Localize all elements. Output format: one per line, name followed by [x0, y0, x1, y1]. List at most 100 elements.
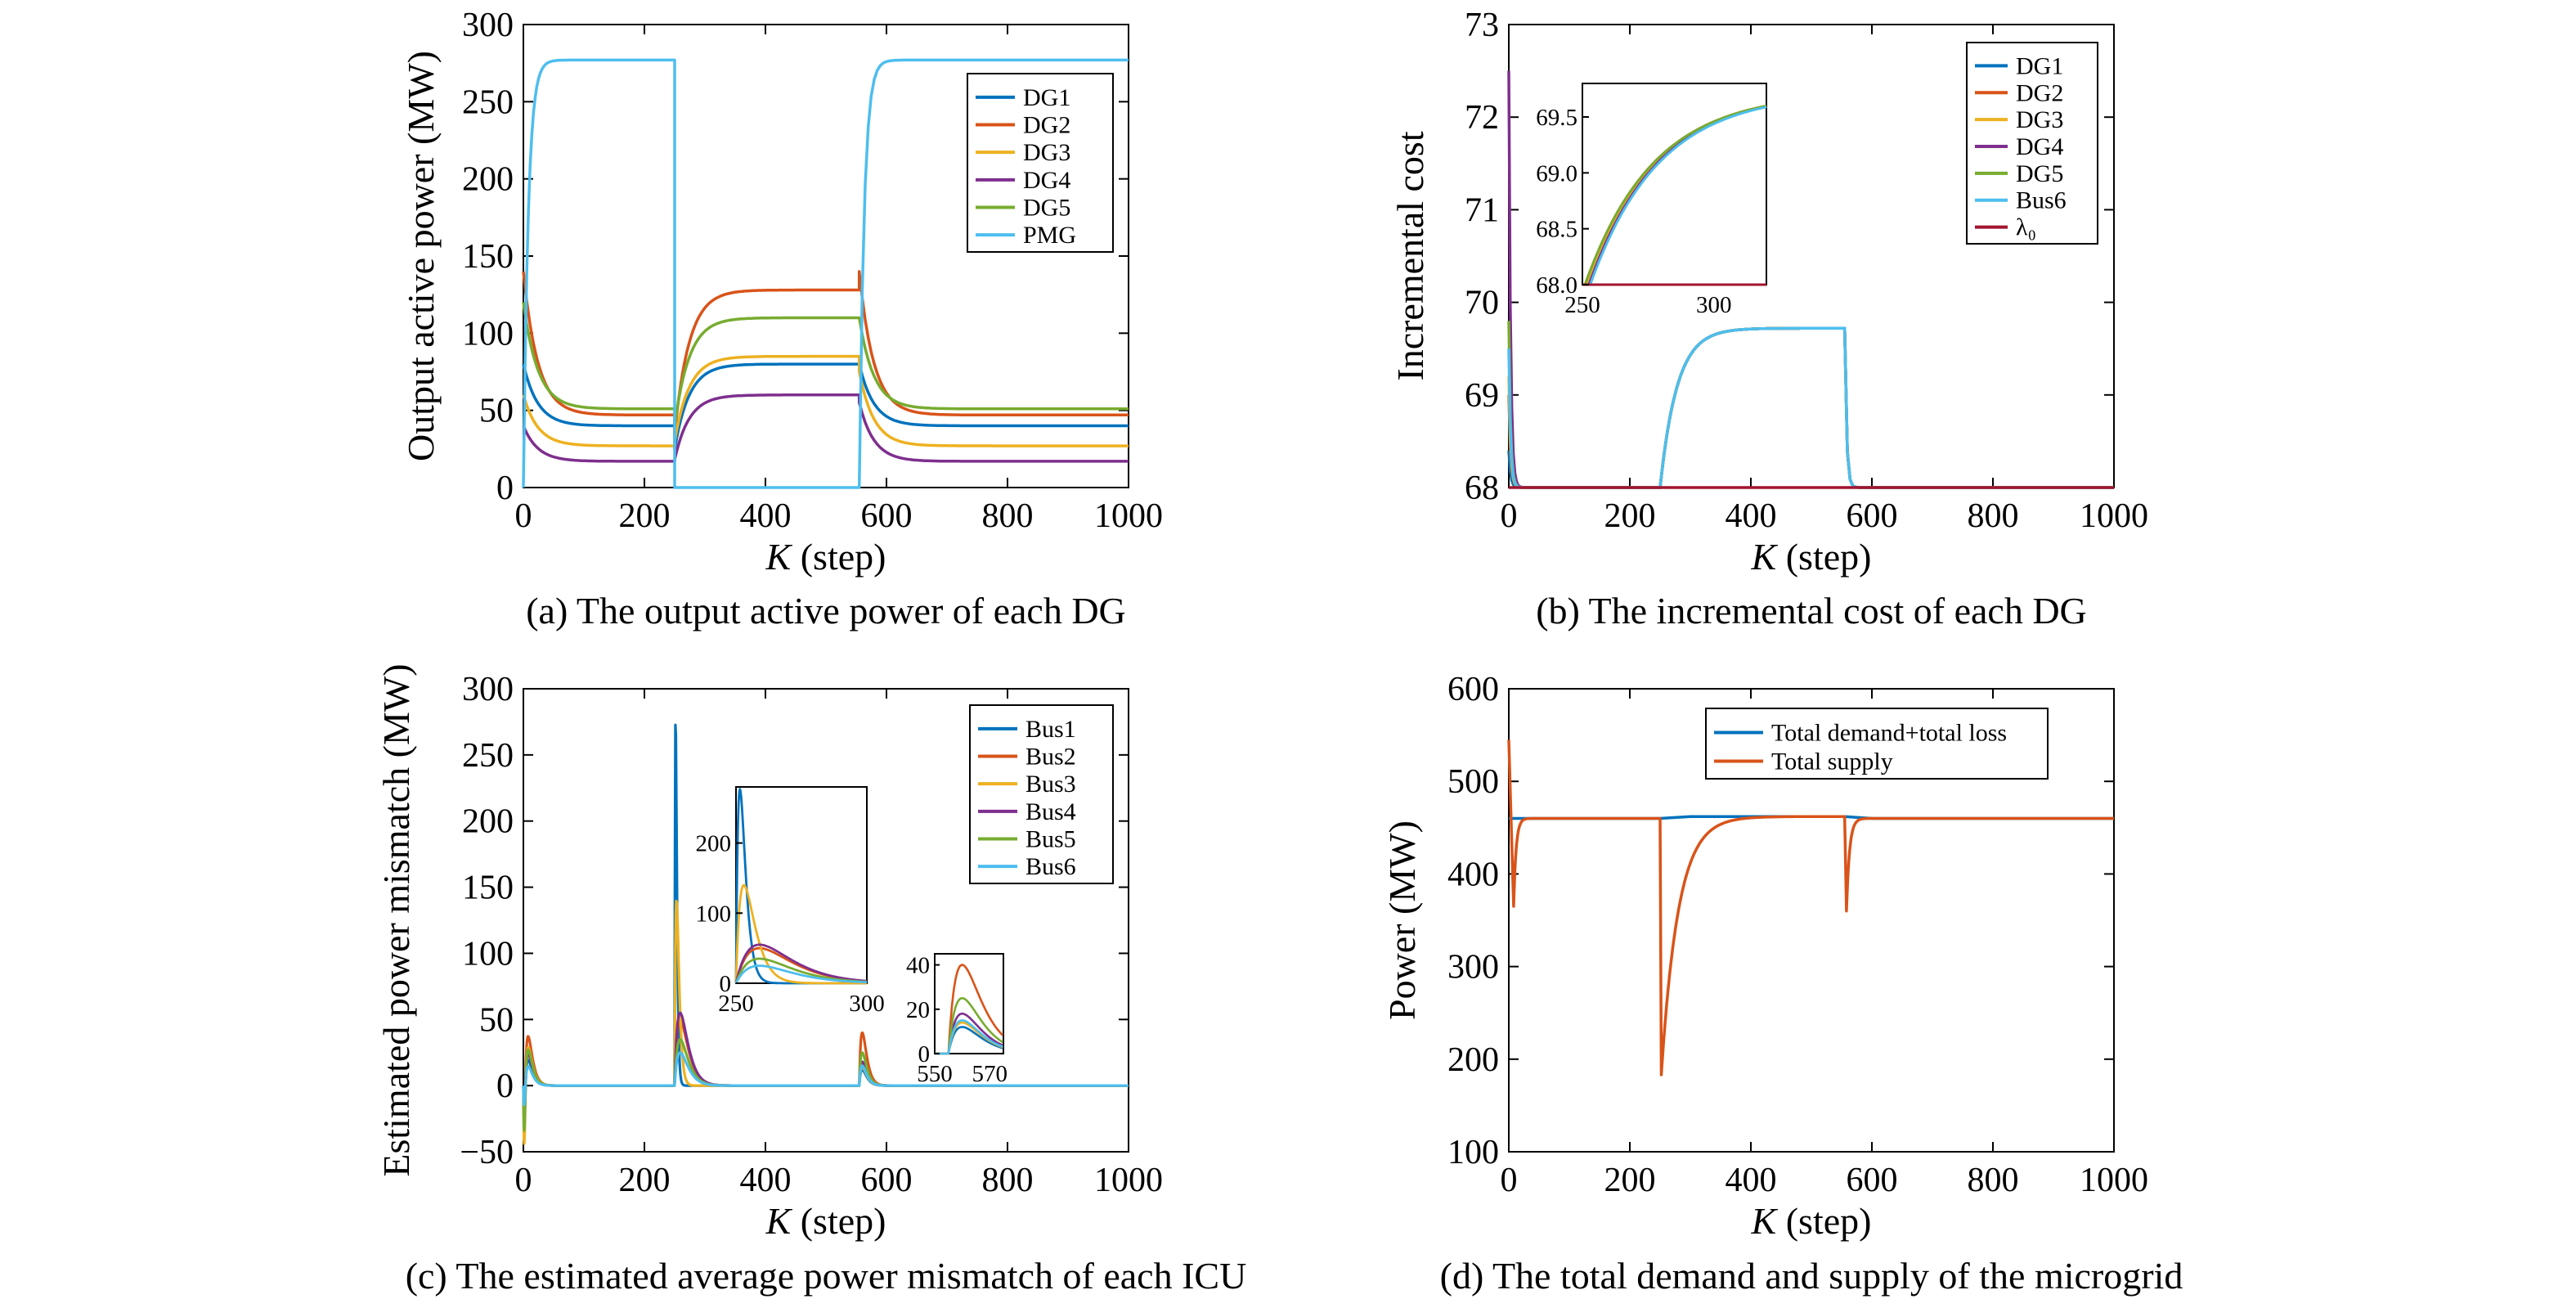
legend-label: Bus6: [1025, 853, 1076, 880]
y-tick-label: 200: [1447, 1041, 1499, 1079]
x-axis-label-var: K: [1751, 1200, 1779, 1242]
y-axis-label: Estimated power mismatch (MW): [375, 663, 417, 1176]
x-axis-label: K (step): [765, 1200, 886, 1242]
y-tick-label: 250: [462, 83, 514, 121]
x-tick-label: 1000: [1094, 497, 1163, 535]
x-axis-label: K (step): [1751, 536, 1872, 578]
y-tick-label: 200: [462, 161, 514, 199]
legend-label: DG2: [2016, 79, 2063, 106]
x-tick-label: 0: [1501, 497, 1518, 535]
legend-label: Bus1: [1025, 716, 1076, 743]
x-tick-label: 800: [982, 1162, 1034, 1199]
y-tick-label: 100: [1447, 1134, 1499, 1171]
x-tick-label: 600: [1847, 1162, 1898, 1199]
caption: (d) The total demand and supply of the m…: [1440, 1255, 2183, 1297]
x-axis-label-var: K: [765, 536, 793, 578]
x-tick-label: 800: [982, 497, 1034, 535]
x-axis-label: K (step): [765, 536, 886, 578]
legend-label: DG5: [1023, 195, 1070, 222]
caption: (c) The estimated average power mismatch…: [406, 1255, 1247, 1297]
axes-frame: [523, 688, 1129, 1153]
legend-label: DG3: [1023, 139, 1070, 166]
legend-label: DG4: [1023, 167, 1070, 194]
x-tick-label: 1000: [2080, 497, 2148, 535]
inset-x-tick: 300: [1696, 292, 1732, 318]
legend-label: DG1: [2016, 52, 2063, 79]
inset1-y-tick: 100: [696, 901, 732, 927]
x-tick-label: 800: [1968, 497, 2019, 535]
legend-box: [1966, 42, 2098, 245]
inset1-frame: [735, 786, 868, 984]
panel-a: 0 200 400 600 800 1000 0 50 100 150 200 250 300 K (st…: [400, 7, 1163, 632]
x-axis-label-unit: (step): [1776, 1200, 1871, 1242]
y-tick-label: 300: [1447, 949, 1499, 987]
y-tick-label: −50: [460, 1134, 514, 1171]
x-axis-label: K (step): [1751, 1200, 1872, 1242]
legend-label: DG4: [2016, 133, 2063, 160]
y-tick-label: 72: [1465, 99, 1499, 137]
legend-label: PMG: [1023, 222, 1076, 249]
legend-label: Total demand+total loss: [1771, 720, 2007, 747]
y-tick-label: 0: [496, 470, 514, 507]
panel-c: 0 200 400 600 800 1000−50050100150200250300K …: [375, 663, 1246, 1297]
x-tick-label: 0: [515, 1162, 532, 1199]
y-tick-label: 100: [462, 935, 514, 973]
inset2-y-tick: 40: [906, 953, 930, 979]
x-axis-label-unit: (step): [791, 1200, 886, 1242]
legend-box: [969, 704, 1114, 884]
y-tick-label: 500: [1447, 763, 1499, 801]
series-line: [1507, 326, 2114, 489]
y-tick-label: 250: [462, 737, 514, 775]
x-axis-label-unit: (step): [1776, 536, 1871, 578]
x-tick-label: 400: [740, 1162, 792, 1199]
series-dg4: [522, 393, 1129, 463]
x-tick-label: 200: [1604, 497, 1656, 535]
series-line: [1507, 321, 2114, 489]
legend-label: Bus4: [1025, 798, 1076, 825]
series-pmg: [522, 58, 1129, 489]
x-axis-label-var: K: [765, 1200, 793, 1242]
y-tick-label: 71: [1465, 191, 1499, 229]
x-tick-label: 200: [1604, 1162, 1656, 1199]
inset1-x-tick: 300: [849, 991, 885, 1017]
x-tick-label: 600: [861, 497, 913, 535]
x-tick-label: 600: [1847, 497, 1898, 535]
x-tick-label: 200: [619, 1162, 671, 1199]
x-tick-label: 400: [1726, 1162, 1777, 1199]
legend-label: DG3: [2016, 106, 2063, 133]
legend-label: λ₀: [2016, 214, 2036, 241]
inset2-x-tick: 570: [972, 1061, 1008, 1087]
legend-label: DG5: [2016, 160, 2063, 187]
y-axis-label: Incremental cost: [1389, 131, 1431, 380]
y-tick-label: 600: [1447, 671, 1499, 708]
inset2-series: [934, 1019, 1003, 1055]
series-line: [1507, 326, 2114, 489]
x-tick-label: 200: [619, 497, 671, 535]
inset2-x-tick: 550: [917, 1061, 953, 1087]
x-axis-label-var: K: [1751, 536, 1779, 578]
y-tick-label: 300: [462, 7, 514, 44]
y-tick-label: 150: [462, 238, 514, 276]
y-axis-label: Output active power (MW): [400, 51, 442, 461]
inset-y-tick: 68.5: [1536, 217, 1577, 243]
inset-y-tick: 69.5: [1536, 105, 1577, 131]
y-tick-label: 150: [462, 870, 514, 907]
inset1-x-tick: 250: [718, 991, 754, 1017]
series-bus2: [522, 1018, 1129, 1120]
y-tick-label: 400: [1447, 856, 1499, 893]
legend-label: Total supply: [1771, 748, 1893, 775]
x-axis-label-unit: (step): [791, 536, 886, 578]
y-tick-label: 50: [479, 393, 514, 430]
legend-box: [1705, 708, 2049, 780]
caption: (b) The incremental cost of each DG: [1536, 590, 2087, 632]
legend-label: Bus3: [1025, 771, 1076, 798]
y-tick-label: 70: [1465, 285, 1499, 322]
series-line: [1507, 326, 2114, 489]
x-tick-label: 1000: [1094, 1162, 1163, 1199]
legend-label: Bus5: [1025, 826, 1076, 853]
y-tick-label: 100: [462, 315, 514, 353]
y-tick-label: 73: [1465, 7, 1499, 44]
x-tick-label: 0: [1501, 1162, 1518, 1199]
legend-label: DG2: [1023, 112, 1070, 139]
y-tick-label: 68: [1465, 470, 1499, 507]
